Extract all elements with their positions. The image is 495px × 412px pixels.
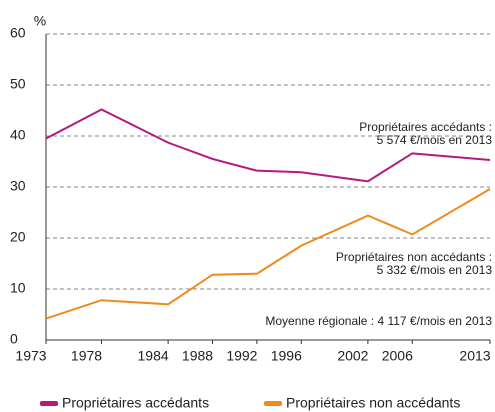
series-line [45,188,491,320]
annotation: 5 332 €/mois en 2013 [377,263,493,277]
x-tick-label: 1988 [182,348,213,364]
x-tick-label: 1978 [71,348,102,364]
annotation: Propriétaires accédants : [359,120,492,134]
x-tick-label: 1992 [226,348,257,364]
legend-label: Propriétaires accédants [62,395,209,411]
y-tick-label: 0 [10,331,18,347]
legend-swatch [264,401,282,406]
x-tick-label: 1996 [271,348,302,364]
legend-swatch [40,401,58,406]
y-tick-label: 50 [10,76,26,92]
y-unit-label: % [34,13,46,29]
annotation: 5 574 €/mois en 2013 [377,133,493,147]
y-tick-label: 60 [10,25,26,41]
x-tick-label: 1984 [138,348,169,364]
y-tick-label: 30 [10,178,26,194]
x-tick-label: 1973 [15,348,46,364]
series-line [45,108,491,183]
legend-label: Propriétaires non accédants [286,395,460,411]
y-tick-label: 40 [10,127,26,143]
x-tick-label: 2006 [382,348,413,364]
annotation: Moyenne régionale : 4 117 €/mois en 2013 [265,314,492,328]
annotation: Propriétaires non accédants : [336,250,492,264]
y-tick-label: 10 [10,280,26,296]
x-tick-label: 2013 [459,348,490,364]
y-tick-label: 20 [10,229,26,245]
x-tick-label: 2002 [337,348,368,364]
